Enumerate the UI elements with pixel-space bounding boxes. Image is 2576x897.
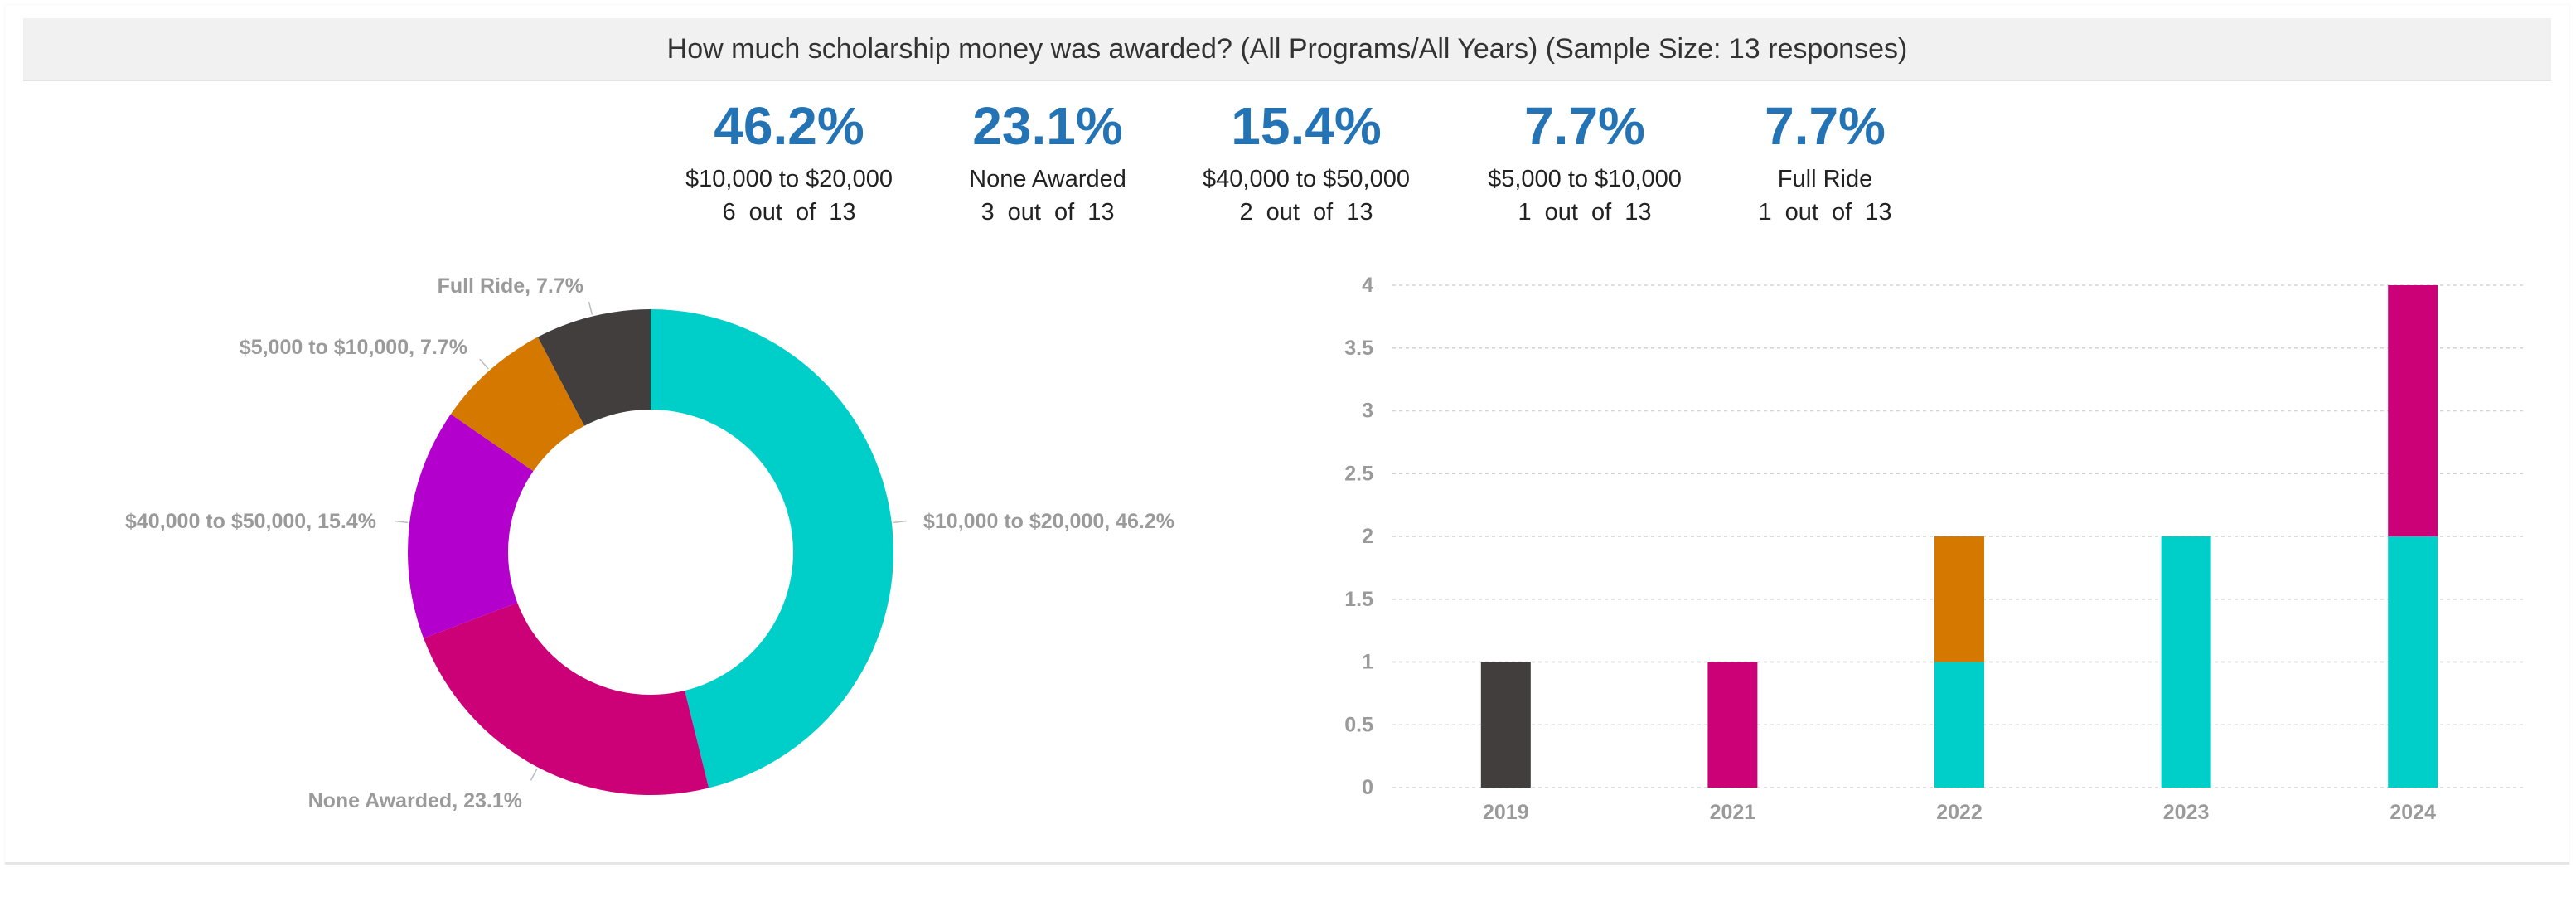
- stat-5: 7.7% Full Ride 1 out of 13: [1684, 91, 1966, 229]
- slice-label-40k-50k: $40,000 to $50,000, 15.4%: [125, 510, 376, 533]
- bar-2024-none[interactable]: [2388, 285, 2438, 536]
- stat-percent: 7.7%: [1765, 96, 1886, 156]
- y-tick-label: 2: [1362, 525, 1373, 548]
- donut-chart: $10,000 to $20,000, 46.2% None Awarded, …: [125, 274, 1174, 812]
- bar-2024-10k-20k[interactable]: [2388, 536, 2438, 788]
- stat-label: $5,000 to $10,000: [1488, 166, 1682, 192]
- slice-label-5k-10k: $5,000 to $10,000, 7.7%: [240, 336, 467, 359]
- x-tick-label-2021: 2021: [1710, 801, 1756, 824]
- bar-2022-10k-20k[interactable]: [1934, 662, 1984, 788]
- stat-percent: 23.1%: [972, 96, 1123, 156]
- stat-count: 2 out of 13: [1239, 199, 1373, 225]
- donut-labels: $10,000 to $20,000, 46.2% None Awarded, …: [125, 274, 1174, 812]
- chart-title-bar: How much scholarship money was awarded? …: [23, 18, 2551, 81]
- y-tick-label: 2.5: [1344, 462, 1373, 485]
- stat-label: $40,000 to $50,000: [1203, 166, 1410, 192]
- bar-segments: [1480, 285, 2438, 788]
- bar-2022-5k-10k[interactable]: [1934, 536, 1984, 662]
- bar-2021-none[interactable]: [1707, 662, 1758, 788]
- donut-slice-full-ride[interactable]: [537, 309, 651, 426]
- leader-line-40k-50k: [395, 520, 409, 524]
- donut-slice-5k-10k[interactable]: [450, 337, 585, 472]
- leader-line-full-ride: [588, 301, 593, 315]
- stat-count: 1 out of 13: [1758, 199, 1892, 225]
- x-axis-ticks: 2019 2021 2022 2023 2024: [1483, 801, 2436, 824]
- x-tick-label-2023: 2023: [2163, 801, 2210, 824]
- summary-stats: 46.2% $10,000 to $20,000 6 out of 13 23.…: [0, 91, 2576, 249]
- donut-leader-lines: [395, 301, 907, 781]
- stat-percent: 15.4%: [1231, 96, 1382, 156]
- y-tick-label: 0: [1362, 776, 1373, 799]
- stat-1: 46.2% $10,000 to $20,000 6 out of 13: [648, 91, 930, 229]
- leader-line-none-awarded: [530, 768, 538, 781]
- y-tick-label: 4: [1362, 274, 1373, 297]
- leader-line-5k-10k: [479, 358, 489, 370]
- donut-slice-none-awarded[interactable]: [424, 602, 709, 795]
- x-tick-label-2019: 2019: [1483, 801, 1529, 824]
- bar-2023-10k-20k[interactable]: [2161, 536, 2211, 788]
- stat-2: 23.1% None Awarded 3 out of 13: [907, 91, 1189, 229]
- stat-label: None Awarded: [969, 166, 1126, 192]
- y-tick-label: 1.5: [1344, 588, 1373, 611]
- stat-4: 7.7% $5,000 to $10,000 1 out of 13: [1444, 91, 1726, 229]
- stat-count: 1 out of 13: [1518, 199, 1652, 225]
- y-tick-label: 3.5: [1344, 337, 1373, 360]
- stacked-bar-chart: 0 0.5 1 1.5 2 2.5 3 3.5 4 2019 2021 2022 2023 2024: [1344, 274, 2526, 824]
- chart-card: [5, 5, 2569, 865]
- x-tick-label-2024: 2024: [2390, 801, 2436, 824]
- stat-count: 3 out of 13: [981, 199, 1115, 225]
- slice-label-none-awarded: None Awarded, 23.1%: [308, 789, 522, 812]
- chart-title: How much scholarship money was awarded? …: [666, 32, 1908, 65]
- stat-count: 6 out of 13: [722, 199, 856, 225]
- stat-label: Full Ride: [1777, 166, 1873, 192]
- stat-3: 15.4% $40,000 to $50,000 2 out of 13: [1165, 91, 1447, 229]
- bar-2019-full-ride[interactable]: [1480, 662, 1531, 788]
- slice-label-full-ride: Full Ride, 7.7%: [438, 274, 583, 298]
- donut-slices: [408, 309, 893, 795]
- stat-percent: 7.7%: [1524, 96, 1645, 156]
- y-tick-label: 3: [1362, 400, 1373, 423]
- x-tick-label-2022: 2022: [1936, 801, 1983, 824]
- leader-line-10k-20k: [893, 520, 907, 524]
- donut-slice-10k-20k[interactable]: [651, 309, 893, 788]
- y-tick-label: 0.5: [1344, 713, 1373, 736]
- donut-slice-40k-50k[interactable]: [408, 414, 534, 638]
- stat-percent: 46.2%: [714, 96, 864, 156]
- stat-label: $10,000 to $20,000: [685, 166, 893, 192]
- slice-label-10k-20k: $10,000 to $20,000, 46.2%: [923, 510, 1174, 533]
- y-tick-label: 1: [1362, 651, 1373, 674]
- y-axis-ticks: 0 0.5 1 1.5 2 2.5 3 3.5 4: [1344, 274, 1373, 799]
